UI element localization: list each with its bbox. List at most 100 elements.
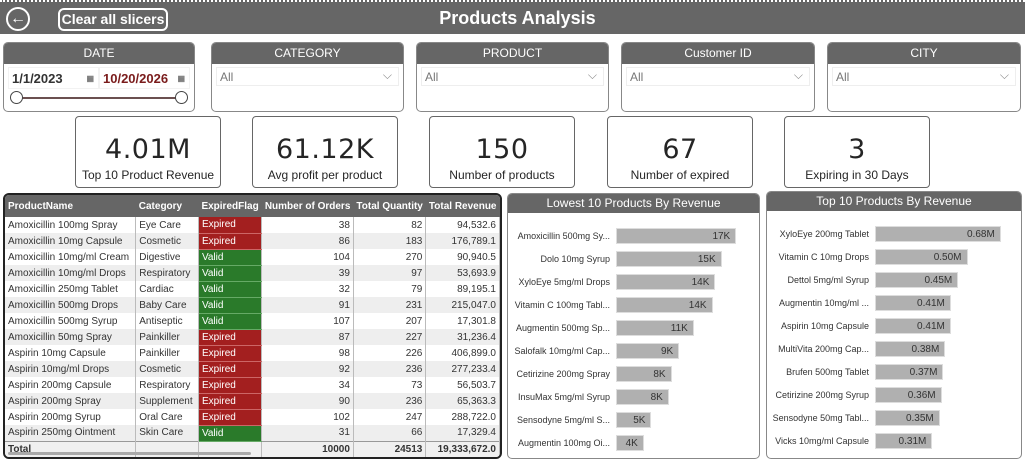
slider-start-handle[interactable]: [10, 91, 23, 104]
bar-category-label: Augmentin 100mg Oi...: [517, 438, 610, 448]
kpi-card-expiring-30-days: 3 Expiring in 30 Days: [784, 116, 930, 188]
column-header[interactable]: Total Quantity: [353, 195, 426, 217]
column-header[interactable]: Total Revenue: [425, 195, 500, 217]
table-cell: Amoxicillin 10mg/ml Cream: [5, 249, 137, 265]
bar[interactable]: 0.38M: [875, 341, 946, 357]
bar-row[interactable]: InsuMax 5mg/ml Syrup 8K: [508, 388, 759, 406]
table-cell: 82: [353, 217, 427, 233]
bar[interactable]: 0.50M: [875, 249, 968, 265]
bar[interactable]: 0.68M: [875, 226, 1001, 242]
table-row[interactable]: Amoxicillin 500mg Syrup Antiseptic Valid 10…: [5, 313, 500, 330]
table-row[interactable]: Aspirin 10mg Capsule Painkiller Expired 98 2…: [5, 345, 500, 362]
bar[interactable]: 0.37M: [875, 364, 944, 380]
bar-row[interactable]: XyloEye 5mg/ml Drops 14K: [508, 273, 759, 291]
table-row[interactable]: Amoxicillin 10mg/ml Drops Respiratory Vali…: [5, 265, 500, 282]
bar-row[interactable]: Vicks 10mg/ml Capsule 0.31M: [767, 432, 1021, 450]
table-cell: Respiratory: [135, 265, 199, 281]
calendar-icon[interactable]: ▦: [86, 74, 94, 83]
bar[interactable]: 17K: [616, 228, 737, 244]
bar[interactable]: 14K: [616, 274, 716, 290]
bar[interactable]: 0.35M: [875, 410, 940, 426]
table-row[interactable]: Aspirin 10mg/ml Drops Cosmetic Expired 92 23…: [5, 361, 500, 378]
category-dropdown[interactable]: All ⌵: [216, 67, 399, 86]
bar[interactable]: 5K: [616, 412, 652, 428]
bar[interactable]: 0.36M: [875, 387, 942, 403]
bar-category-label: Amoxicillin 500mg Sy...: [517, 231, 610, 241]
bar[interactable]: 4K: [616, 435, 644, 451]
table-row[interactable]: Amoxicillin 500mg Drops Baby Care Valid 91 2…: [5, 297, 500, 314]
bar-row[interactable]: Dolo 10mg Syrup 15K: [508, 250, 759, 268]
slider-end-handle[interactable]: [175, 91, 188, 104]
table-row[interactable]: Amoxicillin 100mg Spray Eye Care Expired 38…: [5, 217, 500, 234]
bar-row[interactable]: Sensodyne 5mg/ml S... 5K: [508, 411, 759, 429]
bar-value-label: 5K: [633, 415, 646, 426]
city-dropdown[interactable]: All ⌵: [832, 67, 1016, 86]
bar-row[interactable]: Augmentin 500mg Sp... 11K: [508, 319, 759, 337]
slider-track: [18, 97, 180, 99]
bar[interactable]: 0.41M: [875, 295, 951, 311]
bar[interactable]: 11K: [616, 320, 694, 336]
table-cell: 66: [353, 425, 427, 441]
bar[interactable]: 0.41M: [875, 318, 951, 334]
product-dropdown[interactable]: All ⌵: [421, 67, 604, 86]
table-row[interactable]: Amoxicillin 10mg Capsule Cosmetic Expired 8…: [5, 233, 500, 250]
product-slicer: PRODUCT All ⌵: [416, 42, 609, 112]
back-arrow-icon[interactable]: ←: [6, 7, 30, 31]
bar-row[interactable]: Amoxicillin 500mg Sy... 17K: [508, 227, 759, 245]
table-cell: 288,722.0: [425, 409, 500, 425]
bar[interactable]: 15K: [616, 251, 722, 267]
bar[interactable]: 14K: [616, 297, 713, 313]
bar-row[interactable]: Cetirizine 200mg Spray 8K: [508, 365, 759, 383]
column-header[interactable]: Category: [135, 195, 199, 217]
bar[interactable]: 8K: [616, 389, 669, 405]
start-date-input[interactable]: 1/1/2023 ▦: [8, 67, 99, 89]
bar[interactable]: 8K: [616, 366, 672, 382]
table-cell: Amoxicillin 50mg Spray: [5, 329, 137, 345]
bar-row[interactable]: Dettol 5mg/ml Syrup 0.45M: [767, 271, 1021, 289]
table-cell: 56,503.7: [425, 377, 500, 393]
bar-row[interactable]: Sensodyne 50mg Tabl... 0.35M: [767, 409, 1021, 427]
bar-row[interactable]: Salofalk 10mg/ml Cap... 9K: [508, 342, 759, 360]
bar-row[interactable]: Vitamin C 100mg Tabl... 14K: [508, 296, 759, 314]
bar-value-label: 17K: [712, 231, 731, 242]
table-row[interactable]: Aspirin 250mg Ointment Skin Care Valid 31 66…: [5, 425, 500, 442]
end-date-input[interactable]: 10/20/2026 ▦: [99, 67, 190, 89]
bar-row[interactable]: Augmentin 10mg/ml ... 0.41M: [767, 294, 1021, 312]
column-header[interactable]: Number of Orders: [261, 195, 354, 217]
kpi-value: 4.01M: [105, 134, 191, 165]
bar-row[interactable]: Vitamin C 10mg Drops 0.50M: [767, 248, 1021, 266]
clear-slicers-button[interactable]: Clear all slicers: [58, 8, 168, 31]
table-row[interactable]: Aspirin 200mg Capsule Respiratory Expired 3…: [5, 377, 500, 394]
bar-value-label: 0.31M: [898, 436, 927, 447]
bar[interactable]: 0.45M: [875, 272, 959, 288]
bar-row[interactable]: XyloEye 200mg Tablet 0.68M: [767, 225, 1021, 243]
bar-row[interactable]: Cetirizine 200mg Syrup 0.36M: [767, 386, 1021, 404]
column-header[interactable]: ExpiredFlag: [198, 195, 262, 217]
column-header[interactable]: ProductName: [5, 195, 136, 217]
date-range-slider[interactable]: [10, 89, 188, 107]
table-row[interactable]: Aspirin 200mg Spray Supplement Expired 90 23…: [5, 393, 500, 410]
table-cell: Aspirin 200mg Syrup: [5, 409, 137, 425]
chevron-down-icon: ⌵: [587, 68, 597, 82]
customer-id-dropdown[interactable]: All ⌵: [626, 67, 810, 86]
table-cell: Cardiac: [135, 281, 199, 297]
bar-row[interactable]: MultiVita 200mg Cap... 0.38M: [767, 340, 1021, 358]
table-row[interactable]: Aspirin 200mg Syrup Oral Care Expired 102 24…: [5, 409, 500, 426]
horizontal-scrollbar[interactable]: [8, 452, 251, 455]
calendar-icon[interactable]: ▦: [177, 74, 185, 83]
bar[interactable]: 0.31M: [875, 433, 933, 449]
kpi-label: Number of products: [449, 168, 555, 182]
table-row[interactable]: Amoxicillin 50mg Spray Painkiller Expired 8…: [5, 329, 500, 346]
expired-flag-cell: Expired: [198, 393, 263, 410]
table-cell: Respiratory: [135, 377, 199, 393]
table-row[interactable]: Amoxicillin 10mg/ml Cream Digestive Valid 1…: [5, 249, 500, 266]
kpi-value: 150: [475, 134, 529, 165]
expired-flag-cell: Expired: [198, 345, 263, 362]
chart-title: Top 10 Products By Revenue: [767, 192, 1021, 211]
bar[interactable]: 9K: [616, 343, 680, 359]
bar-row[interactable]: Aspirin 10mg Capsule 0.41M: [767, 317, 1021, 335]
bar-row[interactable]: Augmentin 100mg Oi... 4K: [508, 434, 759, 452]
bar-value-label: 0.41M: [917, 321, 945, 332]
table-row[interactable]: Amoxicillin 250mg Tablet Cardiac Valid 32 79…: [5, 281, 500, 298]
bar-row[interactable]: Brufen 500mg Tablet 0.37M: [767, 363, 1021, 381]
